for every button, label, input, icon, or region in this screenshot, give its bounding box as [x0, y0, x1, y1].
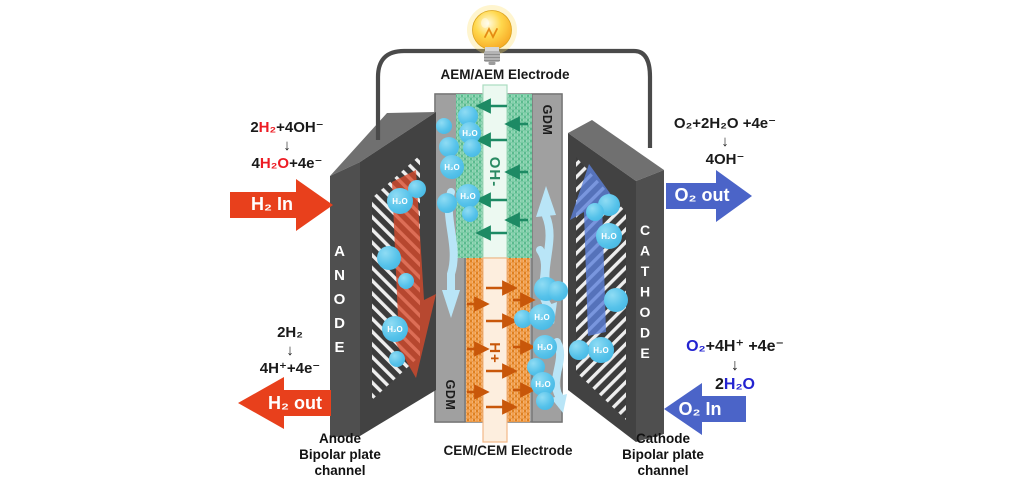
caption-line: Bipolar plate — [299, 447, 381, 462]
h2-out-label: H₂ out — [268, 393, 322, 413]
caption-line: channel — [314, 463, 366, 478]
wavy-arrow-down-right2 — [551, 338, 565, 400]
light-bulb-icon — [467, 5, 517, 65]
gdm-top-label: GDM — [540, 104, 554, 136]
proton-label: H+ — [486, 342, 504, 364]
cem-electrode-label: CEM/CEM Electrode — [443, 443, 573, 458]
gdm-bottom-label: GDM — [443, 379, 457, 411]
cathode-plate-caption: Cathode Bipolar plate channel — [603, 431, 723, 479]
cathode-front-face — [636, 170, 664, 442]
caption-line: channel — [637, 463, 689, 478]
caption-line: Bipolar plate — [622, 447, 704, 462]
reaction-reactants: O₂+4H⁺ +4e⁻ — [686, 338, 784, 355]
h-ion-arrows — [467, 280, 536, 415]
reaction-reactants: 2H₂ — [277, 324, 303, 341]
reaction-products: 4OH⁻ — [705, 151, 745, 168]
reaction-arrow: ↓ — [731, 357, 739, 374]
h2-in-label: H₂ In — [251, 194, 293, 214]
wavy-arrow-down-right — [536, 246, 552, 310]
anode-top-face — [330, 112, 436, 176]
anode-acid-reaction: 2H₂ ↓ 4H⁺+4e⁻ — [240, 324, 340, 378]
cathode-label: CATHODE — [637, 222, 653, 366]
anode-label: ANODE — [331, 243, 348, 363]
h2-in-arrow — [230, 179, 333, 231]
reaction-reactants: 2H₂+4OH⁻ — [250, 119, 324, 136]
cathode-top-face — [568, 120, 664, 181]
aem-electrode-label: AEM/AEM Electrode — [440, 67, 570, 82]
hydroxide-ion-label: OH- — [486, 156, 504, 188]
reaction-arrow: ↓ — [721, 133, 729, 150]
circuit-wire — [375, 48, 653, 148]
reaction-arrow: ↓ — [286, 342, 294, 359]
cathode-alkaline-reaction: O₂+2H₂O +4e⁻ ↓ 4OH⁻ — [652, 115, 798, 169]
reaction-arrow: ↓ — [283, 137, 291, 154]
o2-out-label: O₂ out — [674, 185, 730, 205]
oh-ion-arrows — [475, 98, 528, 241]
reaction-reactants: O₂+2H₂O +4e⁻ — [673, 115, 777, 132]
reaction-products: 2H₂O — [714, 376, 755, 393]
h2-out-arrow — [238, 377, 331, 429]
anode-front-face — [330, 162, 360, 437]
anode-plate-caption: Anode Bipolar plate channel — [280, 431, 400, 479]
reaction-products: 4H⁺+4e⁻ — [259, 360, 321, 377]
caption-line: Anode — [319, 431, 361, 446]
anode-alkaline-reaction: 2H₂+4OH⁻ ↓ 4H₂O+4e⁻ — [228, 119, 346, 173]
caption-line: Cathode — [636, 431, 690, 446]
cathode-acid-reaction: O₂+4H⁺ +4e⁻ ↓ 2H₂O — [660, 337, 810, 394]
reaction-products: 4H₂O+4e⁻ — [251, 155, 323, 172]
o2-out-arrow — [666, 170, 752, 222]
o2-in-label: O₂ In — [678, 399, 722, 419]
o2-in-arrow — [664, 383, 746, 435]
